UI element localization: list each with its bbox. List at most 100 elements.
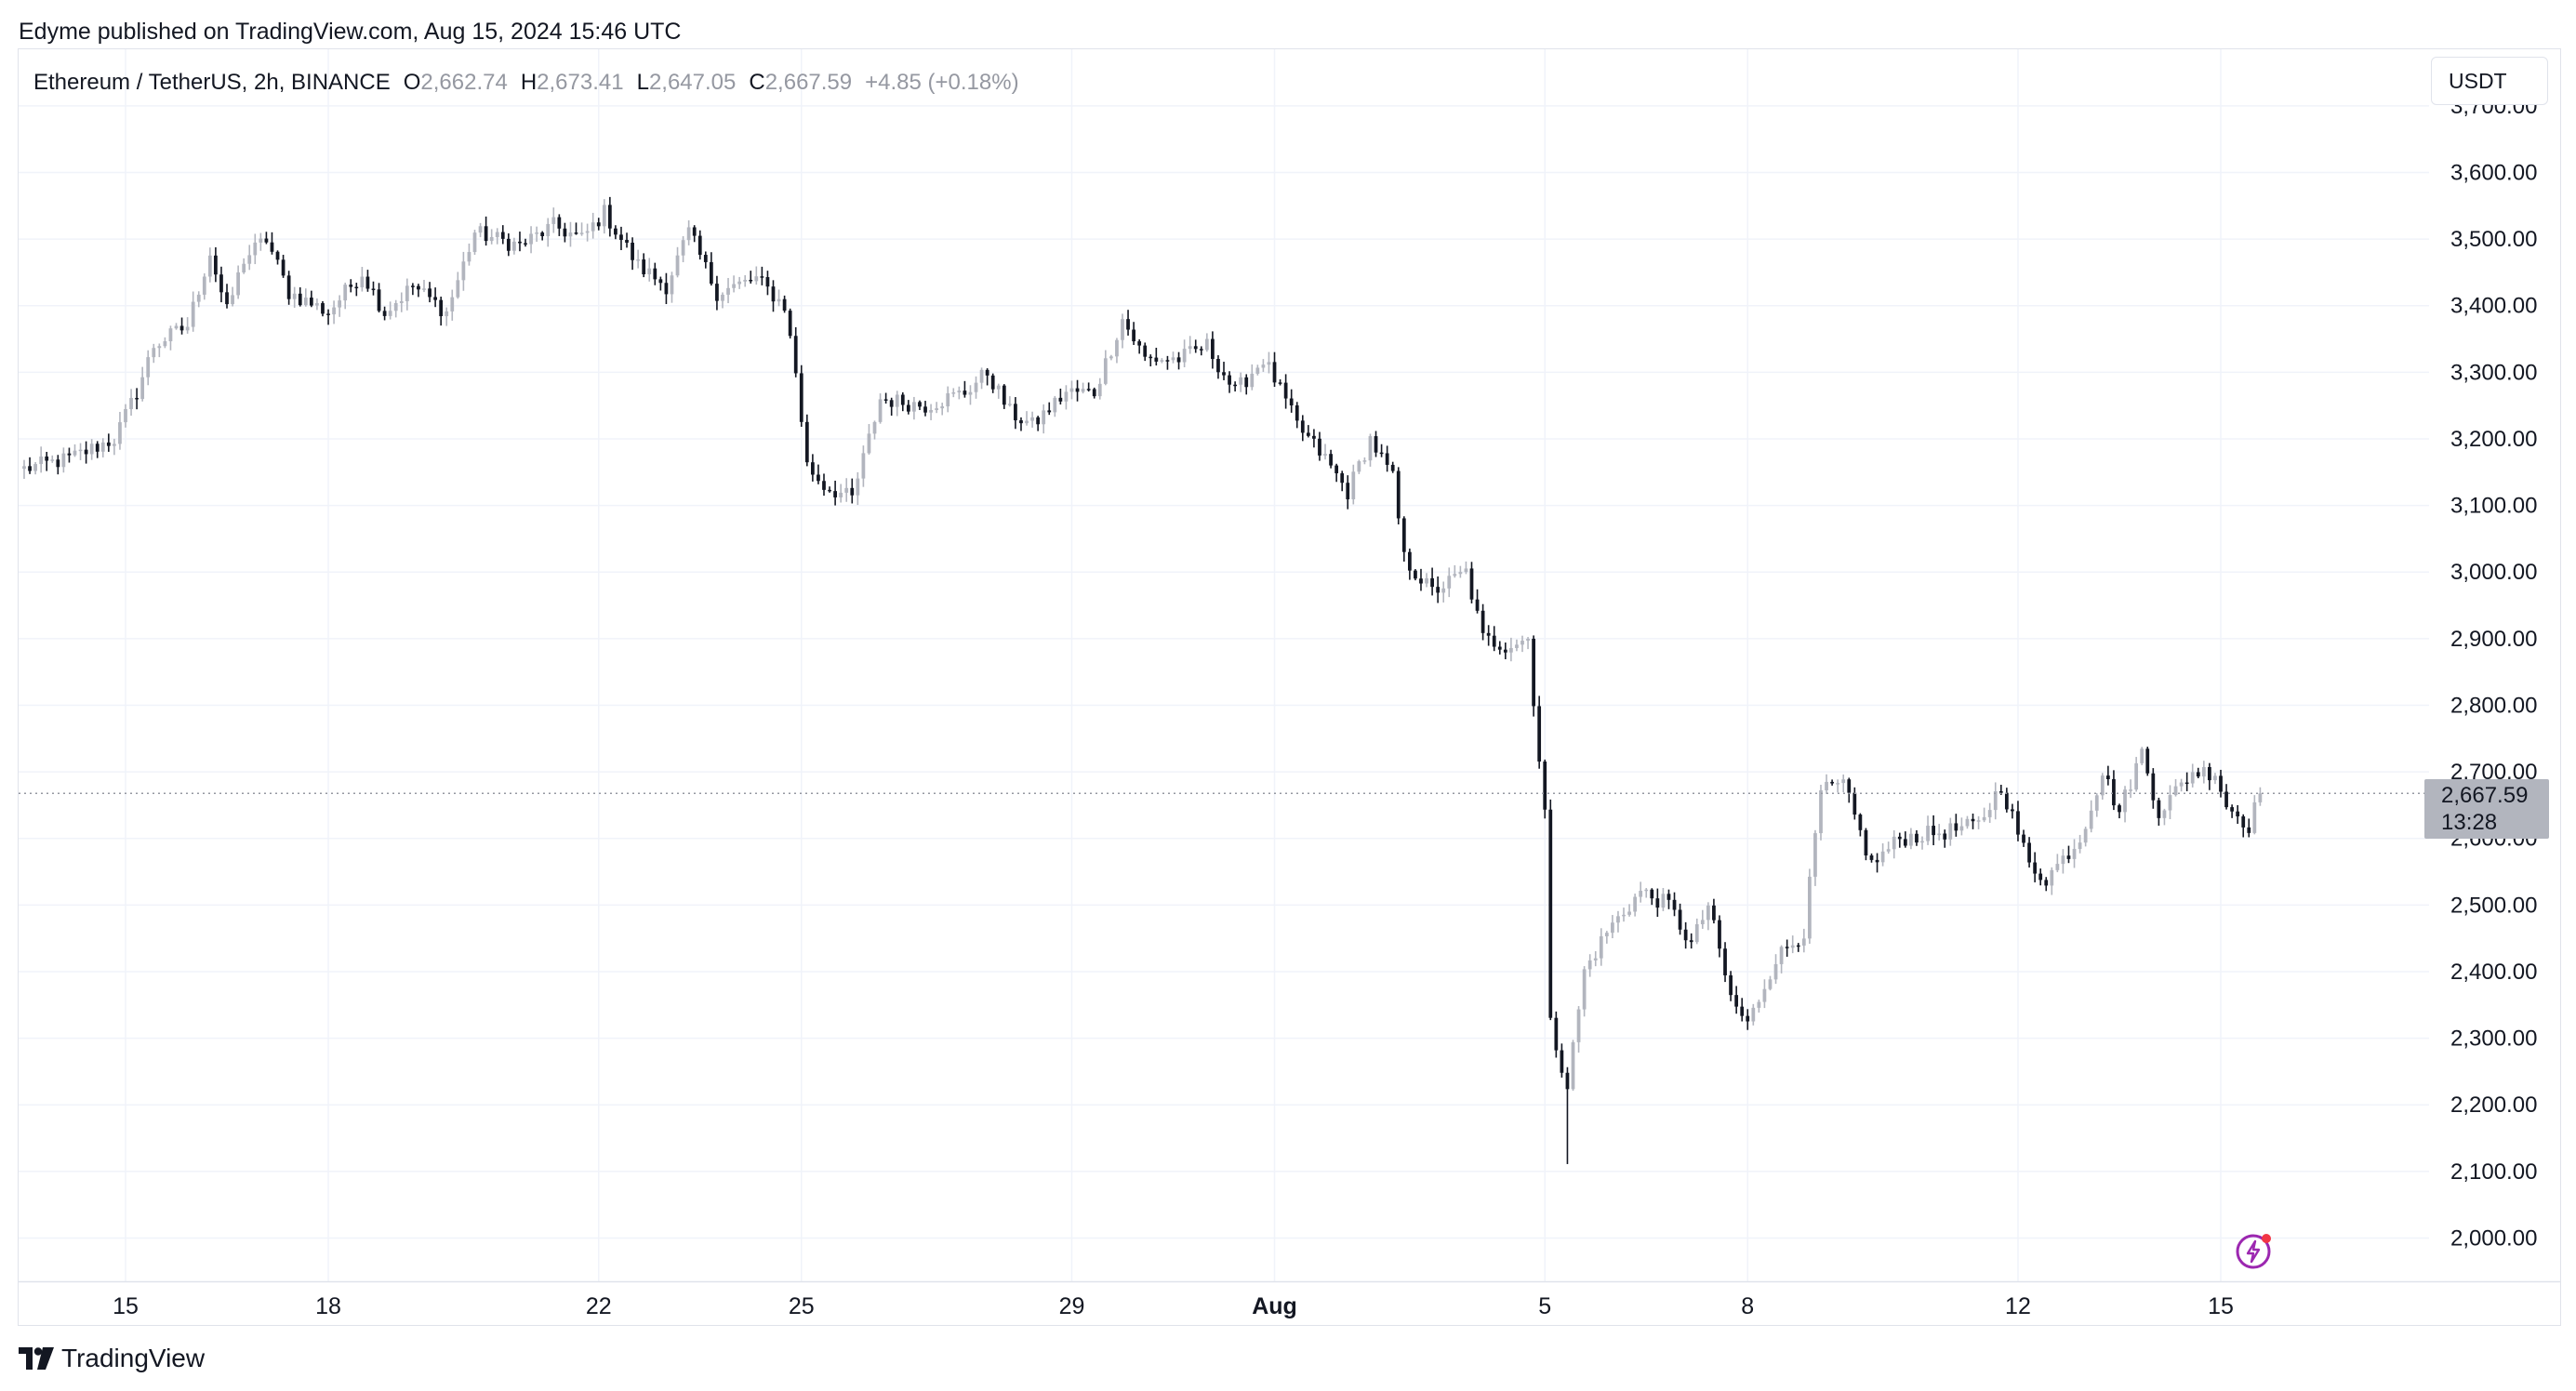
candle-body [1025,420,1029,424]
candle-body [1255,367,1260,374]
candle-body [861,453,866,479]
candle-body [1272,362,1277,383]
candle-body [1683,929,1688,941]
candle-body [140,377,145,400]
candle-body [1137,341,1142,346]
candle-body [1075,388,1080,392]
candle-body [1712,905,1716,921]
candle-body [321,303,325,314]
candle-body [940,406,945,409]
candle-body [777,298,781,302]
candle-body [1864,829,1868,855]
open-value: 2,662.74 [420,70,508,95]
candle-body [1430,577,1434,588]
candle-body [174,325,179,329]
candle-body [135,397,139,400]
candle-body [1036,417,1041,425]
candle-body [1998,790,2003,793]
candle-body [951,392,956,394]
candle-body [292,293,297,299]
candle-body [631,243,634,260]
candle-body [918,402,922,407]
symbol-legend: Ethereum / TetherUS, 2h, BINANCE O2,662.7… [33,68,1019,98]
candle-body [1932,826,1935,836]
y-tick-label: 2,800.00 [2450,693,2537,718]
candle-body [349,285,353,287]
candle-body [2016,811,2020,835]
candle-body [1520,641,1524,645]
candle-body [45,456,49,461]
candle-body [568,232,573,237]
candle-body [106,442,111,446]
candle-body [1069,388,1074,392]
candle-body [236,272,241,296]
candle-body [1374,436,1378,453]
x-tick-label: 25 [789,1293,815,1319]
candle-body [1661,894,1666,908]
candle-body [22,466,26,470]
candle-body [850,487,855,496]
chart-frame[interactable] [18,48,2561,1326]
candle-body [78,449,83,452]
candle-body [1390,464,1395,471]
candle-body [1993,790,1998,811]
candle-body [1014,404,1017,421]
currency-button[interactable]: USDT [2431,57,2548,105]
candle-body [2022,834,2025,843]
candle-body [1825,781,1828,790]
candle-body [715,284,719,301]
candle-body [1576,1009,1581,1042]
candle-body [1751,1007,1756,1022]
candle-body [1222,372,1226,376]
y-tick-label: 2,000.00 [2450,1225,2537,1251]
y-tick-label: 3,100.00 [2450,494,2537,519]
candle-body [50,459,55,461]
candle-body [1571,1041,1575,1090]
candle-body [2184,782,2189,785]
x-tick-label: 29 [1059,1293,1085,1319]
tradingview-logo-mark [19,1347,54,1370]
x-tick-label: 12 [2005,1293,2031,1319]
candle-body [1666,894,1671,900]
candle-body [484,226,488,242]
candle-body [1396,470,1401,519]
candle-body [697,235,702,256]
candle-body [1903,839,1907,846]
candle-body [2100,775,2105,796]
y-tick-label: 2,400.00 [2450,960,2537,985]
publisher-line: Edyme published on TradingView.com, Aug … [19,19,682,45]
candle-body [878,399,883,422]
candle-body [1002,385,1006,405]
candle-body [974,382,978,392]
candle-body [1171,357,1175,361]
symbol-title[interactable]: Ethereum / TetherUS, 2h, BINANCE [33,70,391,95]
candle-body [817,474,820,482]
candle-body [2179,782,2184,787]
candle-body [1132,329,1135,342]
candle-body [614,228,617,235]
candle-body [1768,979,1773,989]
candle-body [935,408,939,411]
candle-body [405,285,409,301]
candle-body [1740,1006,1745,1016]
candle-body [793,336,798,374]
candle-body [1852,792,1857,815]
candle-body [377,289,381,311]
candle-body [996,385,1001,390]
candle-body [1644,889,1649,892]
tradingview-logo[interactable]: TradingView [19,1343,205,1374]
candle-body [1097,383,1102,397]
candle-body [1773,963,1778,980]
candle-body [275,251,280,260]
bolt-icon[interactable] [2236,1232,2273,1269]
candle-body [1407,551,1412,571]
bar-countdown: 13:28 [2441,810,2498,835]
candle-body [692,227,697,236]
candle-body [1453,574,1457,576]
candle-body [1188,346,1192,350]
y-tick-label: 2,100.00 [2450,1159,2537,1185]
candle-body [495,232,499,237]
candle-body [179,325,184,331]
